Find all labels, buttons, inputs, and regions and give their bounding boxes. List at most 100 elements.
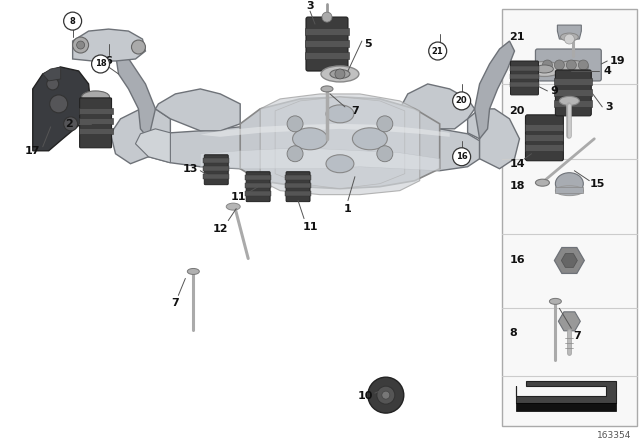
Ellipse shape [536,65,554,73]
Text: 4: 4 [604,66,611,76]
Ellipse shape [227,203,240,210]
Bar [285,191,311,196]
Bar [204,174,229,179]
Polygon shape [136,129,170,163]
Circle shape [452,148,470,166]
Polygon shape [400,84,475,129]
Text: 20: 20 [509,106,525,116]
Text: 1: 1 [344,204,352,214]
Bar [285,183,311,188]
Circle shape [564,34,574,44]
Circle shape [50,95,68,113]
Ellipse shape [188,268,199,275]
Circle shape [554,60,564,70]
Text: 11: 11 [302,222,318,232]
Bar [305,40,349,47]
Text: 13: 13 [182,164,198,174]
Bar [509,74,540,79]
Polygon shape [240,97,440,189]
Text: 16: 16 [509,255,525,266]
Bar [509,82,540,87]
Circle shape [47,78,59,90]
Polygon shape [83,101,109,144]
Polygon shape [468,109,520,169]
Text: 7: 7 [172,298,179,308]
Polygon shape [557,25,581,39]
Bar [245,175,271,180]
Bar [204,166,229,171]
Ellipse shape [82,91,109,103]
Polygon shape [475,41,515,139]
Polygon shape [33,67,91,151]
FancyBboxPatch shape [79,98,111,148]
Bar [525,134,563,141]
Bar [305,28,349,35]
Bar [245,183,271,188]
Bar [554,89,592,96]
FancyBboxPatch shape [204,155,228,185]
Ellipse shape [559,96,579,105]
Polygon shape [260,94,420,194]
Bar [285,175,311,180]
Circle shape [131,40,145,54]
Polygon shape [43,67,61,81]
Circle shape [429,42,447,60]
Polygon shape [275,97,404,189]
Polygon shape [200,149,440,171]
FancyBboxPatch shape [306,17,348,71]
Text: 18: 18 [509,181,525,191]
Polygon shape [200,124,450,137]
Bar [79,128,113,134]
Bar [245,191,271,196]
FancyBboxPatch shape [536,49,601,81]
Ellipse shape [556,185,583,196]
Text: 15: 15 [589,179,605,189]
Bar [204,158,229,163]
Circle shape [63,12,82,30]
Circle shape [72,37,88,53]
Text: 6: 6 [104,56,113,66]
Bar [502,9,637,426]
Ellipse shape [536,179,549,186]
Ellipse shape [353,128,387,150]
Polygon shape [148,121,479,171]
Bar [556,187,583,193]
Circle shape [63,117,77,131]
Ellipse shape [561,33,579,41]
Bar [79,108,113,114]
Circle shape [322,12,332,22]
Ellipse shape [321,66,359,82]
Ellipse shape [326,155,354,173]
Text: 12: 12 [212,224,228,233]
Ellipse shape [549,298,561,304]
Text: 18: 18 [95,60,106,69]
Circle shape [452,92,470,110]
Text: 19: 19 [609,56,625,66]
Circle shape [77,41,84,49]
Ellipse shape [321,86,333,92]
Ellipse shape [527,61,562,77]
Text: 17: 17 [25,146,40,156]
Ellipse shape [556,173,583,194]
Text: 20: 20 [456,96,467,105]
Circle shape [92,55,109,73]
Text: 3: 3 [306,1,314,11]
FancyBboxPatch shape [246,172,270,202]
Bar [516,403,616,411]
Circle shape [377,386,395,404]
Text: 163354: 163354 [597,431,631,440]
Text: 3: 3 [605,102,613,112]
Polygon shape [116,44,156,139]
Text: 5: 5 [364,39,372,49]
Circle shape [382,391,390,399]
Circle shape [287,116,303,132]
Text: 11: 11 [230,192,246,202]
Bar [305,52,349,59]
Text: 7: 7 [351,106,359,116]
Circle shape [287,146,303,162]
Text: 7: 7 [573,331,581,341]
Text: 8: 8 [509,328,517,338]
Circle shape [377,116,393,132]
Circle shape [566,60,577,70]
Text: 14: 14 [509,159,525,169]
